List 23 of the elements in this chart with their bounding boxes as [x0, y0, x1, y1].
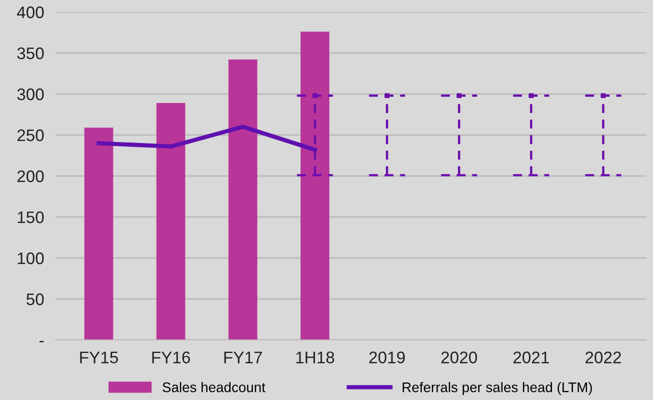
- y-tick-label: 200: [17, 170, 44, 182]
- bar: [300, 32, 330, 340]
- legend-label: Referrals per sales head (LTM): [402, 382, 592, 395]
- y-tick-label: 100: [18, 252, 44, 264]
- x-tick-label: FY16: [152, 352, 190, 364]
- x-tick-label: 2021: [513, 352, 549, 364]
- x-tick-label: 2022: [586, 352, 621, 364]
- bar: [84, 128, 114, 340]
- x-tick-label: 2020: [441, 352, 477, 364]
- y-tick-label: -: [40, 340, 44, 342]
- x-tick-label: FY17: [224, 352, 262, 364]
- y-tick-label: 300: [17, 88, 44, 100]
- y-tick-label: 150: [18, 211, 44, 224]
- bar: [228, 60, 258, 340]
- y-tick-label: 50: [26, 293, 44, 306]
- y-tick-label: 250: [17, 129, 44, 142]
- x-tick-label: FY15: [80, 352, 118, 364]
- y-tick-label: 400: [16, 6, 44, 18]
- legend-label: Sales headcount: [162, 382, 266, 392]
- bar: [156, 103, 186, 340]
- x-tick-label: 1H18: [296, 352, 334, 364]
- y-tick-label: 350: [17, 47, 44, 60]
- x-tick-label: 2019: [369, 352, 405, 364]
